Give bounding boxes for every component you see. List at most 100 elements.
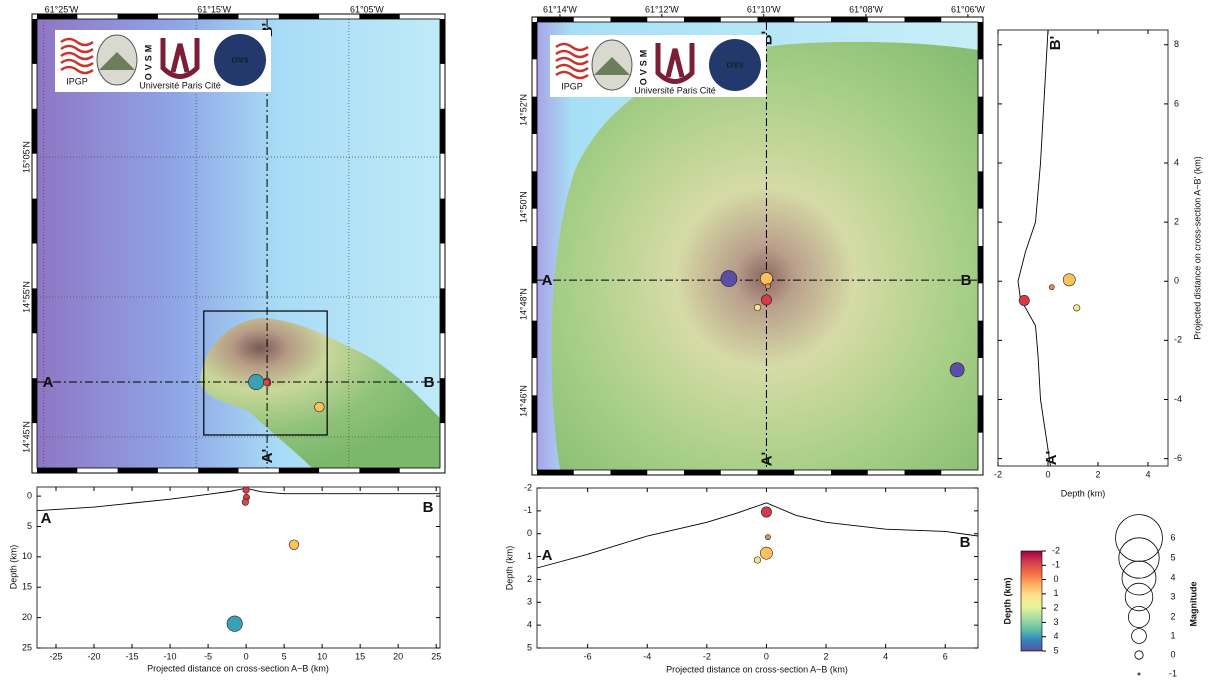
earthquake bbox=[243, 487, 249, 493]
frame-segment bbox=[279, 14, 319, 19]
lon-tick-label: 61°08'W bbox=[849, 4, 883, 14]
frame-segment bbox=[684, 17, 721, 22]
earthquake bbox=[761, 507, 771, 517]
cross-section-ba-frame bbox=[998, 30, 1168, 466]
frame-segment bbox=[32, 288, 37, 333]
profile-label: B' bbox=[1047, 36, 1064, 50]
frame-segment bbox=[32, 378, 37, 423]
paris-logo-text: Université Paris Cité bbox=[634, 85, 716, 95]
frame-segment bbox=[32, 19, 37, 64]
lat-tick-label: 14°48'N bbox=[518, 288, 528, 320]
frame-segment bbox=[198, 14, 238, 19]
magnitude-tick-label: 2 bbox=[1170, 611, 1175, 621]
x-tick-label: -2 bbox=[703, 651, 711, 661]
frame-segment bbox=[532, 22, 537, 59]
y-tick-label: -4 bbox=[1174, 394, 1182, 404]
x-axis-label: Projected distance on cross-section A−B … bbox=[147, 663, 329, 673]
frame-segment bbox=[758, 17, 795, 22]
profile-label: A bbox=[542, 547, 553, 564]
earthquake bbox=[263, 379, 269, 385]
colorbar-tick-label: 0 bbox=[1053, 574, 1058, 584]
lat-tick-label: 14°52'N bbox=[518, 94, 528, 126]
magnitude-tick-label: 0 bbox=[1170, 649, 1175, 659]
x-tick-label: -20 bbox=[88, 651, 101, 661]
x-tick-label: -25 bbox=[50, 651, 63, 661]
frame-segment bbox=[532, 97, 537, 134]
cross-section-ab-frame bbox=[537, 488, 978, 648]
x-tick-label: -2 bbox=[994, 469, 1002, 479]
frame-segment bbox=[37, 468, 77, 473]
colorbar bbox=[1021, 551, 1042, 651]
magnitude-tick-label: 5 bbox=[1170, 552, 1175, 562]
frame-segment bbox=[905, 17, 942, 22]
earthquake bbox=[754, 557, 760, 563]
y-tick-label: -6 bbox=[1174, 453, 1182, 463]
profile-label: A' bbox=[259, 449, 276, 463]
frame-segment bbox=[32, 109, 37, 154]
earthquake bbox=[765, 284, 770, 289]
y-tick-label: 5 bbox=[27, 521, 32, 531]
frame-segment bbox=[532, 395, 537, 432]
colorbar-tick-label: -2 bbox=[1052, 545, 1060, 555]
y-tick-label: -2 bbox=[524, 482, 532, 492]
magnitude-tick-label: 3 bbox=[1170, 591, 1175, 601]
cnrs-logo-text: cnrs bbox=[726, 59, 744, 69]
ipgp-logo-text: IPGP bbox=[66, 76, 88, 86]
magnitude-tick-label: 4 bbox=[1170, 572, 1175, 582]
x-tick-label: -5 bbox=[204, 651, 212, 661]
frame-segment bbox=[611, 17, 648, 22]
frame-segment bbox=[758, 470, 795, 475]
y-tick-label: 2 bbox=[527, 574, 532, 584]
y-tick-label: 0 bbox=[527, 528, 532, 538]
earthquake bbox=[1019, 295, 1029, 305]
frame-segment bbox=[32, 199, 37, 244]
profile-label: A bbox=[542, 272, 553, 289]
profile-label: A bbox=[41, 510, 52, 527]
earthquake bbox=[950, 363, 964, 377]
y-tick-label: -1 bbox=[524, 505, 532, 515]
frame-segment bbox=[198, 468, 238, 473]
earthquake bbox=[1063, 274, 1075, 286]
topography bbox=[37, 488, 440, 510]
y-tick-label: 4 bbox=[1174, 157, 1179, 167]
x-tick-label: 0 bbox=[764, 651, 769, 661]
x-tick-label: 2 bbox=[824, 651, 829, 661]
lon-tick-label: 61°25'W bbox=[45, 4, 79, 14]
magnitude-tick-label: 6 bbox=[1170, 532, 1175, 542]
magnitude-symbol bbox=[1128, 606, 1149, 627]
frame-segment bbox=[978, 171, 983, 208]
x-tick-label: 20 bbox=[393, 651, 403, 661]
y-tick-label: 0 bbox=[27, 490, 32, 500]
frame-segment bbox=[359, 14, 399, 19]
frame-segment bbox=[440, 378, 445, 423]
frame-segment bbox=[118, 468, 158, 473]
y-tick-label: 6 bbox=[1174, 98, 1179, 108]
frame-segment bbox=[440, 19, 445, 64]
earthquake bbox=[721, 271, 737, 287]
earthquake bbox=[1074, 305, 1080, 311]
frame-segment bbox=[532, 171, 537, 208]
frame-segment bbox=[978, 321, 983, 358]
frame-segment bbox=[978, 22, 983, 59]
earthquake bbox=[760, 273, 772, 285]
frame-segment bbox=[831, 17, 868, 22]
earthquake bbox=[1049, 285, 1054, 290]
frame-segment bbox=[537, 470, 574, 475]
frame-segment bbox=[978, 246, 983, 283]
frame-segment bbox=[279, 468, 319, 473]
lat-tick-label: 14°46'N bbox=[518, 385, 528, 417]
magnitude-symbol bbox=[1138, 673, 1140, 675]
frame-segment bbox=[831, 470, 868, 475]
earthquake bbox=[765, 535, 770, 540]
y-tick-label: 3 bbox=[527, 597, 532, 607]
frame-segment bbox=[440, 199, 445, 244]
lat-tick-label: 14°55'N bbox=[21, 281, 31, 313]
earthquake bbox=[754, 304, 760, 310]
x-tick-label: -4 bbox=[643, 651, 651, 661]
ipgp-logo-text: IPGP bbox=[561, 81, 583, 91]
frame-segment bbox=[532, 321, 537, 358]
frame-segment bbox=[978, 395, 983, 432]
lat-tick-label: 14°45'N bbox=[21, 421, 31, 453]
y-tick-label: 10 bbox=[22, 551, 32, 561]
earthquake bbox=[289, 540, 299, 550]
